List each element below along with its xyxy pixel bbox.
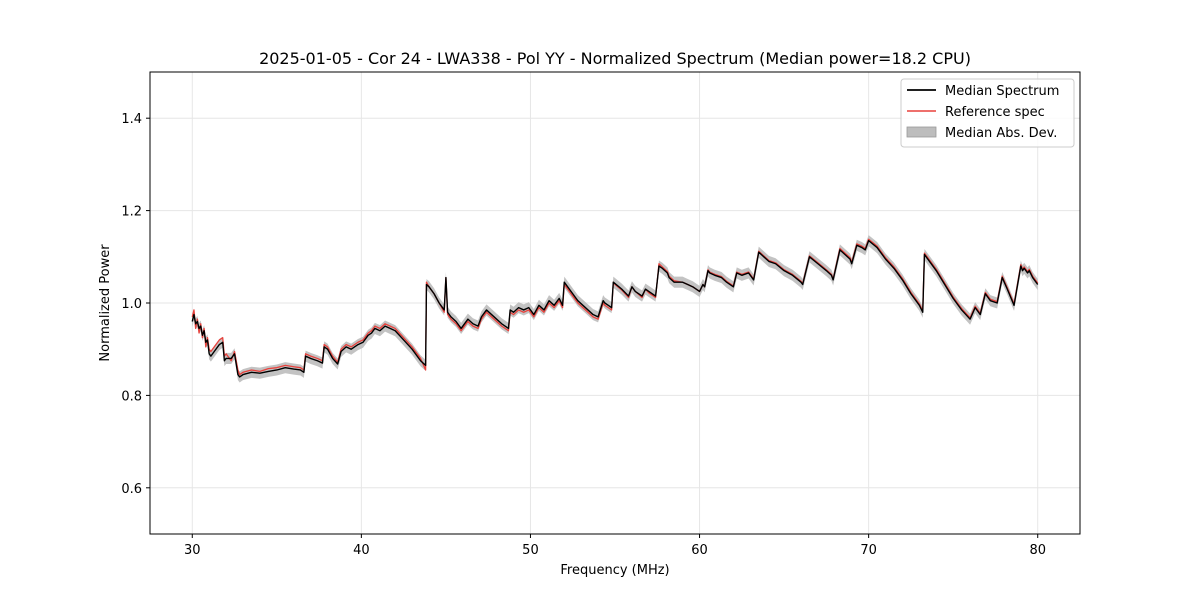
y-tick-label: 1.0 <box>121 297 142 312</box>
y-axis-ticks: 0.6 0.8 1.0 1.2 1.4 <box>121 112 150 497</box>
y-tick-label: 0.6 <box>121 482 142 497</box>
legend-mad-label: Median Abs. Dev. <box>945 126 1057 141</box>
chart-title: 2025-01-05 - Cor 24 - LWA338 - Pol YY - … <box>259 49 971 68</box>
x-tick-label: 30 <box>184 543 201 558</box>
y-tick-label: 1.4 <box>121 112 142 127</box>
x-tick-label: 60 <box>691 543 708 558</box>
x-axis-label: Frequency (MHz) <box>560 563 669 578</box>
y-tick-label: 1.2 <box>121 205 142 220</box>
legend-reference-label: Reference spec <box>945 105 1045 120</box>
median-spectrum-line <box>191 239 1039 378</box>
y-axis-label: Normalized Power <box>98 244 113 362</box>
legend-mad-swatch <box>906 126 937 138</box>
y-tick-label: 0.8 <box>121 389 142 404</box>
legend-median-label: Median Spectrum <box>945 84 1059 99</box>
x-tick-label: 40 <box>353 543 370 558</box>
median-abs-dev-band <box>192 235 1038 383</box>
x-tick-label: 80 <box>1029 543 1046 558</box>
legend: Median Spectrum Reference spec Median Ab… <box>900 78 1075 148</box>
legend-box <box>900 78 1075 148</box>
x-tick-label: 50 <box>522 543 539 558</box>
x-tick-label: 70 <box>860 543 877 558</box>
x-axis-ticks: 30 40 50 60 70 80 <box>184 534 1046 558</box>
